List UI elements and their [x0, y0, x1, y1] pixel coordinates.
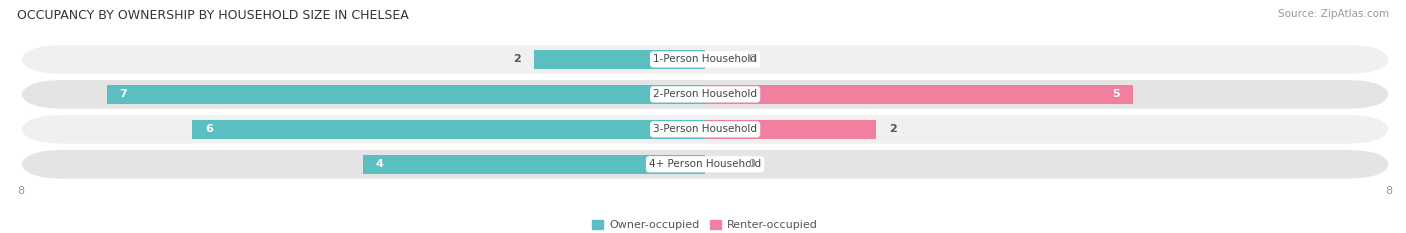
Text: 2: 2 [889, 124, 897, 134]
Text: 7: 7 [120, 89, 127, 99]
Text: OCCUPANCY BY OWNERSHIP BY HOUSEHOLD SIZE IN CHELSEA: OCCUPANCY BY OWNERSHIP BY HOUSEHOLD SIZE… [17, 9, 409, 22]
FancyBboxPatch shape [21, 115, 1389, 144]
Text: 3-Person Household: 3-Person Household [654, 124, 756, 134]
Text: 2-Person Household: 2-Person Household [654, 89, 756, 99]
FancyBboxPatch shape [21, 150, 1389, 179]
Text: 6: 6 [205, 124, 212, 134]
Text: 0: 0 [748, 55, 755, 64]
Bar [534, 50, 706, 69]
Bar [706, 120, 876, 139]
Text: 4: 4 [375, 159, 384, 169]
FancyBboxPatch shape [21, 45, 1389, 74]
Text: 4+ Person Household: 4+ Person Household [650, 159, 761, 169]
Text: 1-Person Household: 1-Person Household [654, 55, 756, 64]
Bar [706, 85, 1133, 104]
Legend: Owner-occupied, Renter-occupied: Owner-occupied, Renter-occupied [588, 216, 823, 233]
Text: 0: 0 [748, 159, 755, 169]
Text: Source: ZipAtlas.com: Source: ZipAtlas.com [1278, 9, 1389, 19]
Text: 5: 5 [1112, 89, 1119, 99]
Text: 2: 2 [513, 55, 522, 64]
Bar [107, 85, 706, 104]
Bar [363, 155, 706, 174]
Bar [193, 120, 706, 139]
FancyBboxPatch shape [21, 80, 1389, 109]
